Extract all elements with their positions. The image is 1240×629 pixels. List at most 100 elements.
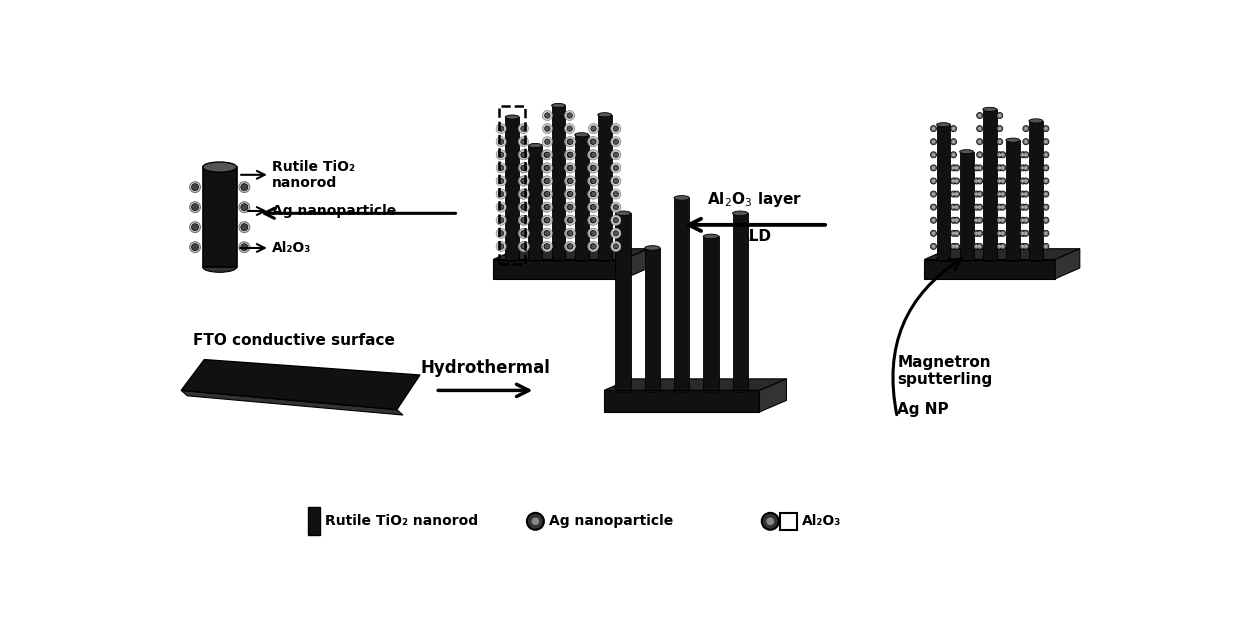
Circle shape <box>544 243 551 249</box>
Circle shape <box>952 206 955 209</box>
Circle shape <box>496 176 506 186</box>
Circle shape <box>498 191 503 197</box>
Circle shape <box>998 232 1001 235</box>
Circle shape <box>542 124 552 133</box>
Bar <box>645 248 660 391</box>
Circle shape <box>998 245 1001 248</box>
Circle shape <box>611 136 621 147</box>
Polygon shape <box>604 379 786 391</box>
Circle shape <box>930 243 936 250</box>
Circle shape <box>1024 206 1028 209</box>
Text: Al₂O₃: Al₂O₃ <box>802 515 841 528</box>
Bar <box>733 213 748 391</box>
Ellipse shape <box>203 262 237 272</box>
Circle shape <box>1044 232 1048 235</box>
Circle shape <box>997 204 1003 210</box>
Circle shape <box>588 163 598 173</box>
Circle shape <box>975 206 978 209</box>
Circle shape <box>978 153 981 157</box>
Circle shape <box>1001 192 1004 196</box>
Circle shape <box>564 136 574 147</box>
Circle shape <box>950 243 956 250</box>
Circle shape <box>542 150 552 160</box>
Circle shape <box>520 189 529 199</box>
Circle shape <box>950 165 956 171</box>
Circle shape <box>1024 232 1028 235</box>
Circle shape <box>567 113 573 118</box>
Circle shape <box>590 139 595 145</box>
Circle shape <box>590 191 596 197</box>
Circle shape <box>932 219 935 222</box>
Ellipse shape <box>598 113 611 117</box>
Circle shape <box>590 231 596 236</box>
Circle shape <box>544 218 551 223</box>
Circle shape <box>973 217 980 223</box>
Circle shape <box>496 163 506 173</box>
Circle shape <box>498 218 503 223</box>
Circle shape <box>498 204 503 210</box>
Circle shape <box>613 178 619 184</box>
Circle shape <box>975 219 978 222</box>
Circle shape <box>955 245 959 248</box>
Circle shape <box>590 191 595 197</box>
Ellipse shape <box>733 388 748 392</box>
Circle shape <box>978 245 981 248</box>
Bar <box>552 106 565 260</box>
Circle shape <box>977 230 983 237</box>
Ellipse shape <box>733 211 748 216</box>
Circle shape <box>1023 165 1029 171</box>
Circle shape <box>1024 219 1028 222</box>
Ellipse shape <box>1006 257 1019 262</box>
Circle shape <box>952 179 955 182</box>
Circle shape <box>564 124 574 133</box>
Ellipse shape <box>645 388 660 392</box>
Circle shape <box>998 219 1001 222</box>
Text: Rutile TiO₂ nanorod: Rutile TiO₂ nanorod <box>325 515 479 528</box>
Circle shape <box>568 139 573 145</box>
Circle shape <box>568 204 573 210</box>
Bar <box>703 237 719 391</box>
Circle shape <box>932 245 935 248</box>
Circle shape <box>239 222 249 233</box>
Circle shape <box>761 513 779 530</box>
Circle shape <box>568 165 573 170</box>
Circle shape <box>241 224 248 231</box>
Circle shape <box>590 152 595 157</box>
Bar <box>960 152 973 260</box>
Circle shape <box>999 165 1006 171</box>
Circle shape <box>1023 126 1029 131</box>
Circle shape <box>542 202 552 212</box>
Circle shape <box>1024 153 1028 157</box>
Circle shape <box>544 204 551 210</box>
Circle shape <box>544 113 551 118</box>
Circle shape <box>239 202 249 213</box>
Circle shape <box>544 139 551 145</box>
Circle shape <box>542 215 552 225</box>
Circle shape <box>498 152 503 157</box>
Circle shape <box>932 153 935 157</box>
Circle shape <box>542 228 552 238</box>
Circle shape <box>241 184 248 191</box>
Circle shape <box>999 243 1006 250</box>
Circle shape <box>998 114 1001 117</box>
Bar <box>598 114 611 260</box>
Circle shape <box>564 150 574 160</box>
Circle shape <box>978 127 981 130</box>
Circle shape <box>241 243 248 250</box>
Circle shape <box>1022 232 1024 235</box>
Circle shape <box>1019 165 1025 171</box>
Circle shape <box>239 182 249 192</box>
Circle shape <box>978 166 981 169</box>
Ellipse shape <box>1029 119 1043 123</box>
Circle shape <box>930 165 936 171</box>
Circle shape <box>930 126 936 131</box>
Circle shape <box>1044 245 1048 248</box>
Circle shape <box>998 206 1001 209</box>
Ellipse shape <box>598 257 611 262</box>
Circle shape <box>1043 243 1049 250</box>
Circle shape <box>590 243 595 249</box>
Circle shape <box>564 163 574 173</box>
Circle shape <box>978 219 981 222</box>
Circle shape <box>998 166 1001 169</box>
Circle shape <box>190 202 201 213</box>
